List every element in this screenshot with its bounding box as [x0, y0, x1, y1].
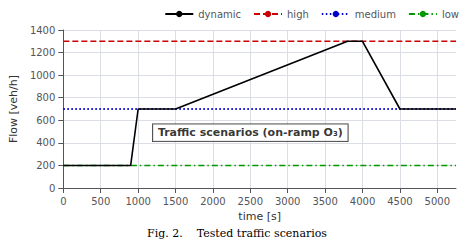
- svg-text:3000: 3000: [275, 196, 300, 207]
- svg-text:time [s]: time [s]: [238, 210, 281, 223]
- svg-text:2000: 2000: [200, 196, 225, 207]
- svg-text:high: high: [287, 9, 309, 20]
- svg-text:dynamic: dynamic: [198, 9, 241, 20]
- svg-text:200: 200: [36, 160, 55, 171]
- svg-text:1000: 1000: [125, 196, 150, 207]
- svg-text:400: 400: [36, 137, 55, 148]
- svg-text:Fig. 2. Tested traffic scen: Fig. 2. Tested traffic scenarios: [147, 227, 327, 240]
- svg-text:medium: medium: [355, 9, 396, 20]
- svg-text:1200: 1200: [30, 47, 55, 58]
- svg-text:600: 600: [36, 115, 55, 126]
- svg-text:Traffic scenarios (on-ramp O₃): Traffic scenarios (on-ramp O₃): [158, 126, 343, 139]
- svg-text:Flow [veh/h]: Flow [veh/h]: [7, 75, 20, 143]
- svg-text:2500: 2500: [238, 196, 263, 207]
- svg-text:low: low: [442, 9, 459, 20]
- svg-text:4000: 4000: [350, 196, 375, 207]
- svg-text:1500: 1500: [163, 196, 188, 207]
- svg-text:0: 0: [60, 196, 66, 207]
- svg-text:3500: 3500: [312, 196, 337, 207]
- svg-text:0: 0: [49, 183, 55, 194]
- svg-text:800: 800: [36, 92, 55, 103]
- svg-text:1400: 1400: [30, 25, 55, 36]
- svg-text:5000: 5000: [425, 196, 450, 207]
- svg-text:1000: 1000: [30, 70, 55, 81]
- svg-text:4500: 4500: [387, 196, 412, 207]
- svg-text:500: 500: [91, 196, 110, 207]
